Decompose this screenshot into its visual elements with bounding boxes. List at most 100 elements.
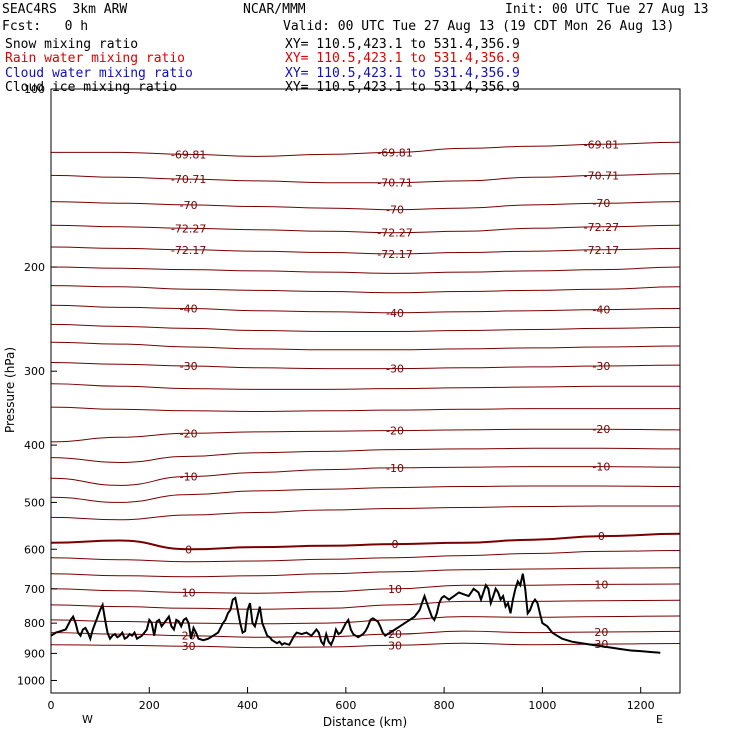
isotherm-label: -72.27 — [171, 222, 206, 235]
y-tick-label: 100 — [24, 83, 45, 96]
isotherm-line — [50, 285, 681, 294]
isotherm-label: -70.71 — [377, 177, 412, 190]
x-tick-label: 1000 — [528, 699, 556, 712]
forecast-hour: Fcst: 0 h — [2, 19, 89, 34]
isotherm-line — [50, 304, 681, 314]
x-axis: 0 200 400 600 800 1000 1200 — [48, 687, 655, 712]
plot-frame — [50, 88, 681, 694]
isotherm-line — [50, 383, 680, 390]
isotherm-line — [50, 266, 681, 274]
isotherm-label: 10 — [388, 583, 402, 596]
x-tick-label: 800 — [434, 699, 455, 712]
isotherm-label: 30 — [182, 640, 196, 653]
isotherm-label: -30 — [386, 363, 404, 376]
isotherm-label: -10 — [386, 462, 404, 475]
isotherm-line — [50, 246, 681, 255]
isotherm-layer — [50, 141, 681, 649]
isotherm-label: -20 — [592, 423, 610, 436]
y-tick-label: 500 — [24, 496, 45, 509]
x-tick-label: 400 — [237, 699, 258, 712]
isotherm-label: -20 — [386, 425, 404, 438]
isotherm-line — [50, 550, 681, 563]
isotherm-line — [50, 567, 681, 578]
isotherm-label: -72.17 — [377, 248, 412, 261]
isotherm-label: -72.27 — [584, 221, 619, 234]
y-tick-label: 300 — [24, 365, 45, 378]
isotherm-label: -72.17 — [584, 244, 619, 257]
isotherm-label-layer: -69.81 -69.81 -69.81 -70.71 -70.71 -70.71 -70 -… — [171, 138, 619, 653]
legend-snow-xy: XY= 110.5,423.1 to 531.4,356.9 — [285, 37, 520, 52]
isotherm-label: -69.81 — [377, 146, 412, 159]
isotherm-label: 20 — [594, 626, 608, 639]
isotherm-label: -70 — [592, 197, 610, 210]
isotherm-line — [50, 642, 681, 649]
legend-cloud-ice-xy: XY= 110.5,423.1 to 531.4,356.9 — [285, 80, 520, 95]
y-tick-label: 400 — [24, 439, 45, 452]
y-tick-label: 700 — [24, 583, 45, 596]
init-time: Init: 00 UTC Tue 27 Aug 13 — [505, 2, 709, 17]
isotherm-label: -10 — [592, 461, 610, 474]
isotherm-label: -20 — [180, 427, 198, 440]
x-tick-label: 200 — [139, 699, 160, 712]
legend-cloud-ice-label: Cloud ice mixing ratio — [5, 80, 178, 95]
organization: NCAR/MMM — [243, 2, 306, 17]
isotherm-label: -40 — [180, 302, 198, 315]
legend-cloud-water-xy: XY= 110.5,423.1 to 531.4,356.9 — [285, 66, 520, 81]
isotherm-label: -30 — [180, 360, 198, 373]
x-tick-label: 0 — [48, 699, 55, 712]
isotherm-label: 0 — [598, 530, 605, 543]
direction-west: W — [82, 713, 93, 726]
direction-east: E — [656, 713, 663, 726]
isotherm-label: -72.17 — [171, 244, 206, 257]
isotherm-line — [50, 224, 681, 234]
isotherm-label: -10 — [180, 470, 198, 483]
isotherm-label: -70 — [180, 199, 198, 212]
isotherm-label: 10 — [182, 586, 196, 599]
isotherm-line — [50, 173, 681, 184]
legend-rain-xy: XY= 110.5,423.1 to 531.4,356.9 — [285, 51, 520, 66]
isotherm-label: -70.71 — [171, 173, 206, 186]
isotherm-line — [50, 505, 680, 521]
isotherm-line — [50, 485, 681, 503]
x-axis-title: Distance (km) — [323, 715, 407, 729]
isotherm-line — [50, 323, 681, 333]
isotherm-label: 0 — [185, 543, 192, 556]
terrain-line — [50, 573, 661, 654]
y-axis: 100 200 300 400 500 600 700 800 900 1000 — [17, 83, 57, 687]
isotherm-label: -69.81 — [584, 138, 619, 151]
legend-snow-label: Snow mixing ratio — [5, 37, 139, 52]
isotherm-label: 30 — [388, 639, 402, 652]
isotherm-label: 10 — [594, 578, 608, 591]
isotherm-line — [50, 341, 681, 351]
y-tick-label: 800 — [24, 617, 45, 630]
isotherm-label: -70.71 — [584, 169, 619, 182]
isotherm-line — [50, 406, 680, 413]
isotherm-line — [50, 447, 681, 464]
isotherm-label: -70 — [386, 204, 404, 217]
isotherm-line — [50, 599, 681, 610]
isotherm-line — [50, 532, 681, 551]
y-tick-label: 1000 — [17, 674, 45, 687]
isotherm-line — [50, 201, 681, 211]
y-axis-title: Pressure (hPa) — [3, 347, 17, 433]
isotherm-label: 0 — [391, 538, 398, 551]
x-tick-label: 600 — [335, 699, 356, 712]
isotherm-line — [51, 141, 681, 157]
isotherm-line — [50, 362, 681, 370]
valid-time: Valid: 00 UTC Tue 27 Aug 13 (19 CDT Mon … — [283, 19, 675, 34]
x-tick-label: 1200 — [627, 699, 655, 712]
legend-cloud-water-label: Cloud water mixing ratio — [5, 66, 193, 81]
isotherm-label: -40 — [592, 304, 610, 317]
legend-rain-label: Rain water mixing ratio — [5, 51, 186, 66]
model-name: SEAC4RS 3km ARW — [2, 2, 128, 17]
isotherm-label: -69.81 — [171, 148, 206, 161]
y-tick-label: 600 — [24, 543, 45, 556]
isotherm-line — [50, 466, 681, 486]
y-tick-label: 200 — [24, 261, 45, 274]
isotherm-label: 30 — [594, 638, 608, 651]
isotherm-line — [50, 615, 681, 625]
isotherm-label: -30 — [592, 360, 610, 373]
isotherm-line — [50, 428, 681, 443]
isotherm-label: -72.27 — [377, 227, 412, 240]
isotherm-label: -40 — [386, 307, 404, 320]
